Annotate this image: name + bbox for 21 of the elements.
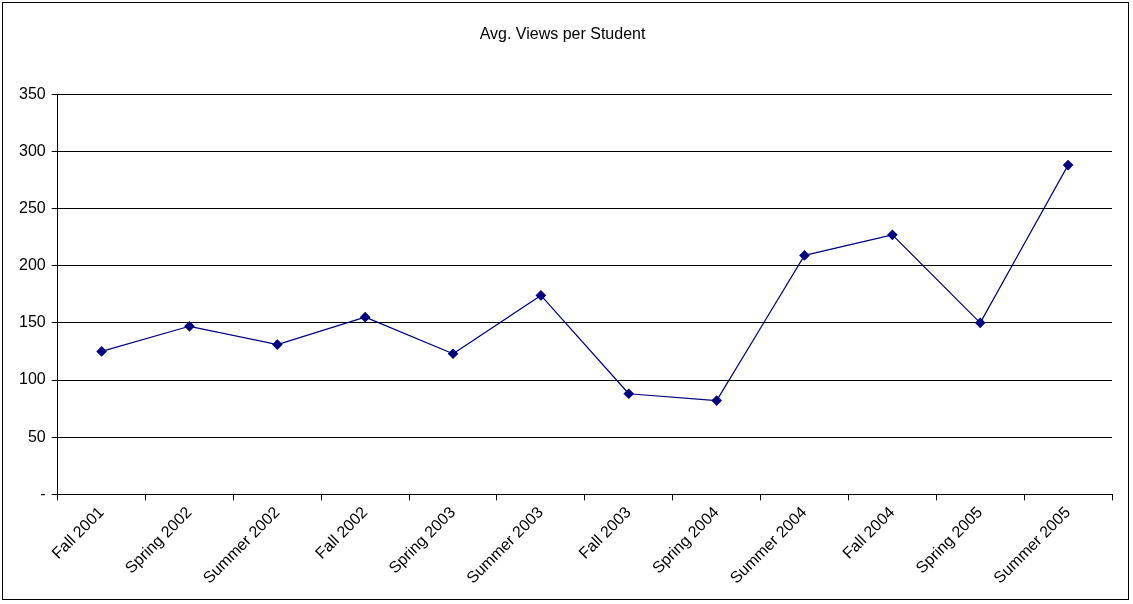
- y-tick-label: 350: [18, 84, 46, 102]
- point: [447, 348, 459, 359]
- point: [360, 312, 371, 323]
- point: [975, 317, 986, 328]
- point: [711, 395, 722, 406]
- y-tick-label: 150: [18, 313, 46, 331]
- point: [535, 290, 547, 301]
- y-tick-label: 100: [18, 370, 46, 388]
- y-tick-label: 200: [18, 256, 46, 274]
- point: [1062, 159, 1074, 171]
- y-tick-label: 50: [27, 427, 46, 445]
- point: [799, 250, 810, 261]
- point: [184, 321, 195, 332]
- point: [887, 229, 898, 240]
- point: [272, 339, 283, 350]
- y-tick-label: -: [40, 484, 46, 502]
- point: [96, 346, 107, 357]
- y-tick-label: 300: [18, 141, 46, 159]
- chart-title: Avg. Views per Student: [479, 25, 646, 43]
- y-tick-label: 250: [18, 198, 46, 216]
- point: [623, 388, 634, 399]
